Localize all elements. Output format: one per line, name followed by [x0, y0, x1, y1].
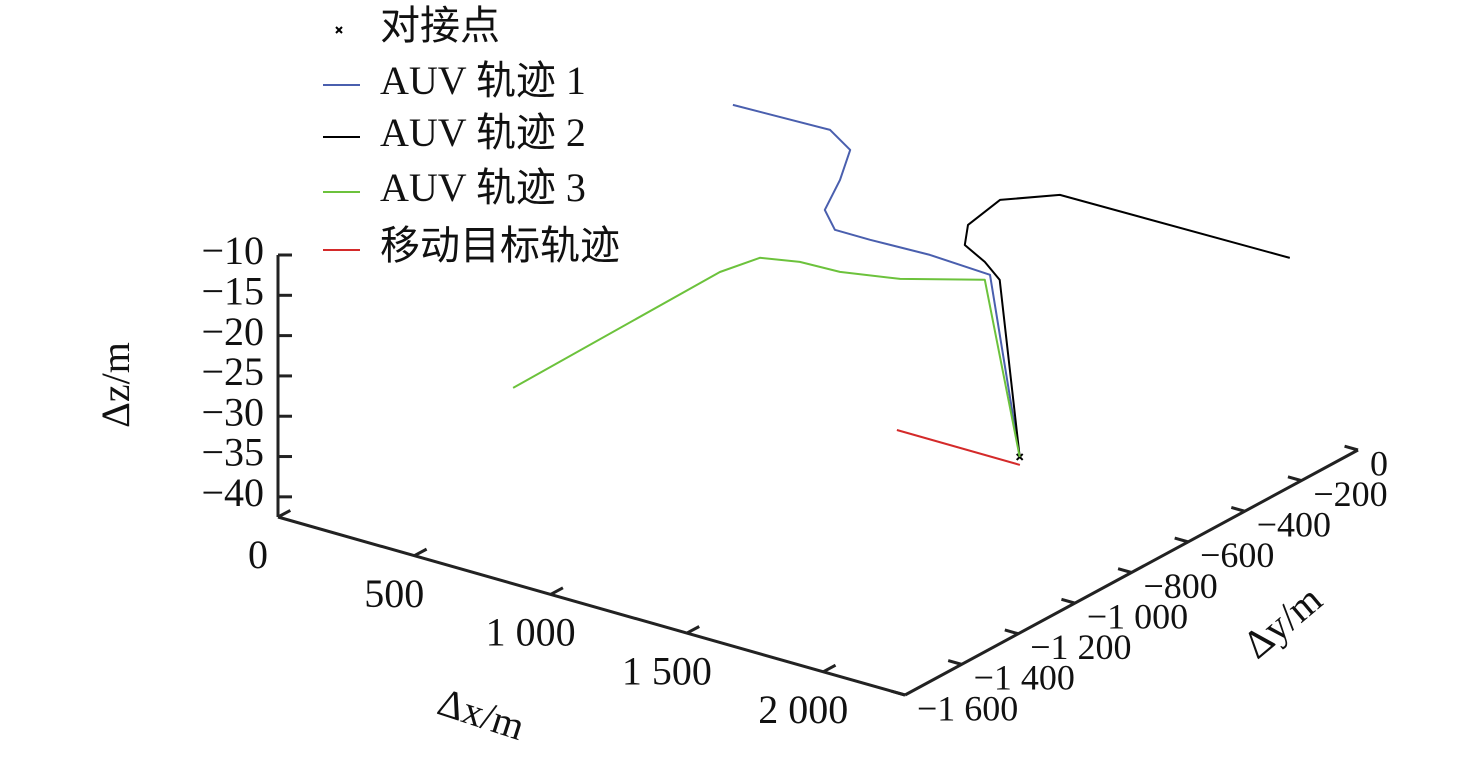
x-tick-label: 0	[248, 532, 268, 577]
z-tick-label: −15	[201, 268, 264, 313]
y-tick	[1117, 567, 1132, 574]
legend-label: AUV 轨迹 3	[380, 165, 586, 210]
x-tick	[549, 586, 564, 596]
y-tick-label: −1 000	[1087, 596, 1188, 636]
trajectory	[512, 256, 1021, 458]
x-tick	[686, 625, 700, 635]
legend-label: AUV 轨迹 1	[380, 58, 586, 103]
legend-label: AUV 轨迹 2	[380, 110, 586, 155]
y-tick	[947, 659, 963, 666]
trajectory	[896, 429, 1021, 466]
dock-point	[1015, 453, 1024, 461]
y-tick-label: −1 200	[1030, 627, 1131, 667]
x-tick	[413, 547, 428, 558]
x-tick	[277, 509, 292, 519]
y-tick-label: −600	[1200, 535, 1274, 575]
y-axis-label: Δy/m	[1234, 576, 1330, 667]
y-tick-label: −200	[1313, 474, 1387, 514]
z-tick-label: −30	[201, 389, 264, 434]
y-tick-label: −400	[1257, 505, 1331, 545]
y-tick	[1174, 536, 1189, 544]
z-tick-label: −20	[201, 309, 264, 354]
y-tick	[891, 689, 906, 697]
y-tick-label: −1 600	[917, 688, 1018, 728]
z-tick-label: −10	[201, 228, 264, 273]
z-tick-label: −25	[201, 349, 264, 394]
z-tick-label: −35	[201, 430, 264, 475]
y-tick	[1004, 628, 1019, 636]
x-axis	[277, 515, 906, 697]
trajectory	[963, 193, 1291, 458]
x-tick-label: 2 000	[758, 687, 848, 732]
x-tick-label: 500	[364, 571, 424, 616]
y-tick-label: 0	[1370, 443, 1388, 483]
y-tick	[1061, 597, 1076, 605]
x-axis-label: Δx/m	[433, 679, 531, 749]
x-tick-label: 1 500	[622, 648, 712, 693]
legend-marker	[335, 26, 343, 34]
y-tick	[1230, 506, 1246, 513]
y-tick-label: −800	[1144, 566, 1218, 606]
z-tick-label: −40	[201, 470, 264, 515]
trajectory	[732, 103, 1021, 458]
legend-label: 对接点	[380, 3, 500, 48]
legend-label: 移动目标轨迹	[380, 223, 620, 268]
z-axis-label: Δz/m	[93, 342, 138, 428]
y-tick	[1344, 444, 1359, 452]
x-tick-label: 1 000	[486, 610, 576, 655]
y-tick	[1287, 475, 1302, 483]
x-tick	[822, 663, 837, 674]
y-tick-label: −1 400	[974, 658, 1075, 698]
